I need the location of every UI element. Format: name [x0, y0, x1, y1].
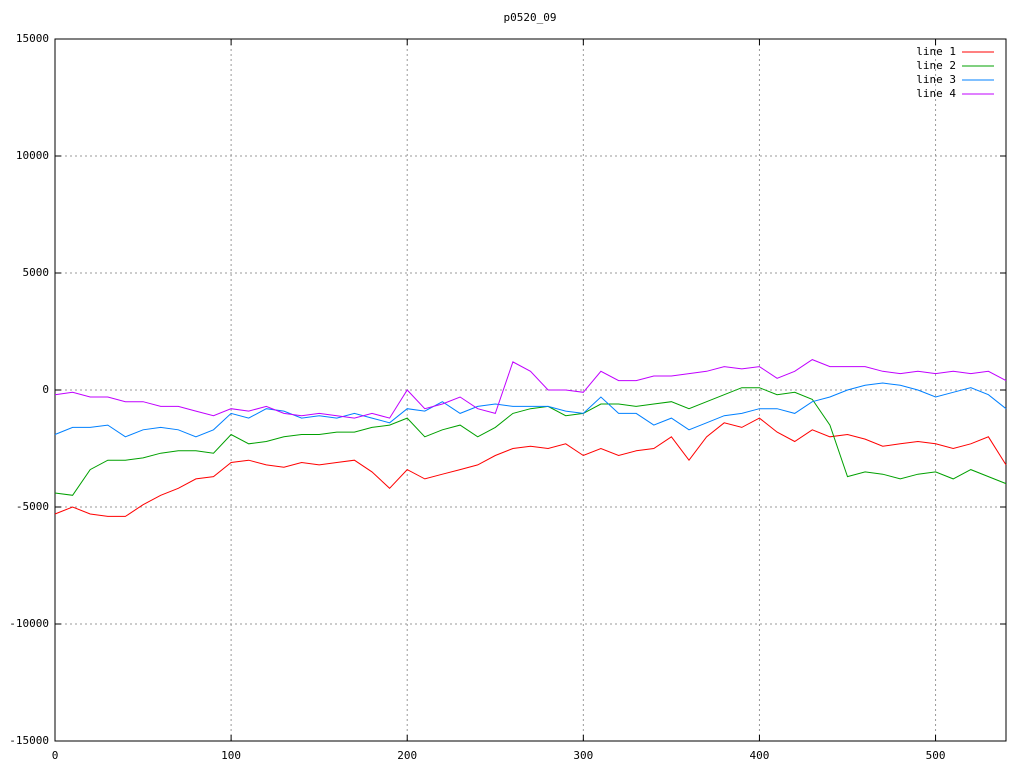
y-tick-label: 15000: [16, 32, 49, 45]
legend-label: line 2: [916, 59, 956, 72]
y-tick-label: 5000: [23, 266, 50, 279]
series-line: [54, 387, 1007, 496]
x-tick-label: 400: [750, 749, 770, 762]
y-tick-label: -10000: [9, 617, 49, 630]
legend-label: line 4: [916, 87, 956, 100]
y-tick-label: 10000: [16, 149, 49, 162]
y-tick-label: -15000: [9, 734, 49, 747]
x-tick-label: 300: [573, 749, 593, 762]
series-line: [54, 359, 1007, 419]
y-tick-label: 0: [42, 383, 49, 396]
x-tick-label: 500: [926, 749, 946, 762]
plot-border: [54, 38, 1007, 742]
series-line: [54, 382, 1007, 438]
x-tick-label: 100: [221, 749, 241, 762]
series-line: [54, 417, 1007, 517]
x-tick-label: 200: [397, 749, 417, 762]
chart-title: p0520_09: [504, 11, 557, 24]
x-tick-label: 0: [52, 749, 59, 762]
legend-label: line 3: [916, 73, 956, 86]
y-tick-label: -5000: [16, 500, 49, 513]
legend-label: line 1: [916, 45, 956, 58]
